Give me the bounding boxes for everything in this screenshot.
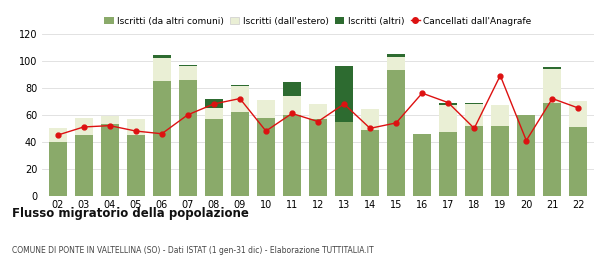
Bar (491, 126, 509, 196)
Bar (361, 130, 379, 196)
Bar (335, 66, 353, 122)
Bar (283, 115, 301, 196)
Legend: Iscritti (da altri comuni), Iscritti (dall'estero), Iscritti (altri), Cancellati: Iscritti (da altri comuni), Iscritti (da… (104, 17, 532, 26)
Bar (309, 119, 327, 196)
Bar (74, 135, 93, 196)
Text: COMUNE DI PONTE IN VALTELLINA (SO) - Dati ISTAT (1 gen-31 dic) - Elaborazione TU: COMUNE DI PONTE IN VALTELLINA (SO) - Dat… (12, 246, 374, 255)
Bar (465, 103, 484, 104)
Bar (387, 70, 405, 196)
Bar (569, 127, 587, 196)
Bar (179, 65, 197, 66)
Bar (49, 142, 67, 196)
Bar (152, 81, 171, 196)
Bar (152, 55, 171, 58)
Bar (127, 119, 145, 135)
Bar (101, 116, 119, 124)
Bar (439, 103, 457, 105)
Bar (179, 80, 197, 196)
Bar (179, 66, 197, 80)
Bar (257, 100, 275, 118)
Bar (49, 128, 67, 142)
Bar (205, 108, 223, 119)
Bar (101, 124, 119, 196)
Bar (257, 118, 275, 196)
Bar (413, 134, 431, 196)
Bar (465, 104, 484, 126)
Bar (387, 57, 405, 70)
Bar (543, 69, 562, 103)
Bar (309, 104, 327, 119)
Bar (283, 96, 301, 115)
Bar (205, 119, 223, 196)
Bar (127, 135, 145, 196)
Bar (439, 105, 457, 132)
Bar (543, 67, 562, 69)
Bar (491, 105, 509, 126)
Bar (569, 101, 587, 127)
Bar (231, 87, 249, 112)
Bar (283, 82, 301, 96)
Bar (543, 103, 562, 196)
Text: Flusso migratorio della popolazione: Flusso migratorio della popolazione (12, 207, 249, 220)
Bar (205, 99, 223, 108)
Bar (517, 115, 535, 196)
Bar (387, 54, 405, 57)
Bar (152, 58, 171, 81)
Bar (335, 122, 353, 196)
Bar (361, 109, 379, 130)
Bar (465, 126, 484, 196)
Bar (231, 112, 249, 196)
Bar (231, 85, 249, 87)
Bar (439, 132, 457, 196)
Bar (74, 118, 93, 135)
